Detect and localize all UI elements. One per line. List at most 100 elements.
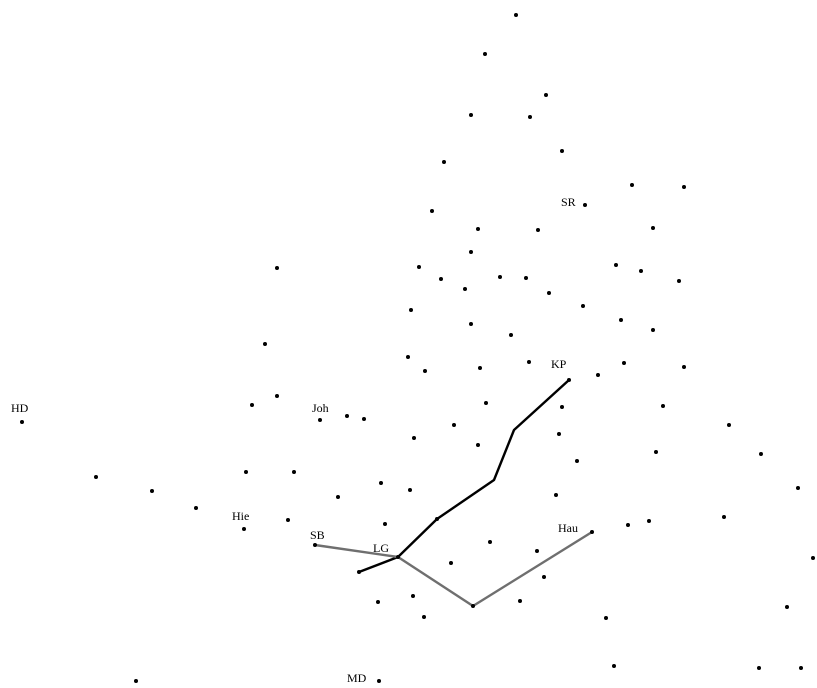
point-dot (435, 517, 439, 521)
point-dot (651, 328, 655, 332)
point-dot (785, 605, 789, 609)
point-dot (292, 470, 296, 474)
point-dot (661, 404, 665, 408)
point-dot (757, 666, 761, 670)
point-dot (408, 488, 412, 492)
point-dot-hd (20, 420, 24, 424)
point-dot (476, 443, 480, 447)
point-dot (544, 93, 548, 97)
point-dot (630, 183, 634, 187)
point-dot (357, 570, 361, 574)
point-dot (811, 556, 815, 560)
point-dot (498, 275, 502, 279)
point-dot (411, 594, 415, 598)
point-dot (150, 489, 154, 493)
point-dot-md (377, 679, 381, 683)
point-dot (604, 616, 608, 620)
point-dot (560, 405, 564, 409)
point-dot (478, 366, 482, 370)
point-dot (275, 394, 279, 398)
point-dot (596, 373, 600, 377)
point-dot (244, 470, 248, 474)
point-dot-hie (242, 527, 246, 531)
point-dot (535, 549, 539, 553)
label-sr: SR (561, 195, 576, 209)
point-dot (463, 287, 467, 291)
point-dot (286, 518, 290, 522)
point-dot (417, 265, 421, 269)
label-sb: SB (310, 528, 325, 542)
point-dot (654, 450, 658, 454)
point-dot (379, 481, 383, 485)
point-dot (336, 495, 340, 499)
point-dot (557, 432, 561, 436)
point-dot (423, 369, 427, 373)
point-dot (483, 52, 487, 56)
point-dot (727, 423, 731, 427)
label-md: MD (347, 671, 367, 685)
point-dot (250, 403, 254, 407)
point-dot (614, 263, 618, 267)
point-dot (581, 304, 585, 308)
point-dot (622, 361, 626, 365)
point-dot (476, 227, 480, 231)
label-hd: HD (11, 401, 29, 415)
point-dot-hau (590, 530, 594, 534)
point-dot (796, 486, 800, 490)
point-dot (682, 185, 686, 189)
point-dot (449, 561, 453, 565)
label-kp: KP (551, 357, 567, 371)
point-dot (647, 519, 651, 523)
point-dot (484, 401, 488, 405)
point-dot (362, 417, 366, 421)
point-dot (469, 322, 473, 326)
point-dot (412, 436, 416, 440)
point-dot (554, 493, 558, 497)
point-dot (722, 515, 726, 519)
point-dot-joh (318, 418, 322, 422)
dots-layer (20, 13, 815, 683)
point-dot (542, 575, 546, 579)
point-dot (509, 333, 513, 337)
point-dot (442, 160, 446, 164)
point-dot (263, 342, 267, 346)
point-dot (612, 664, 616, 668)
labels-layer: HD Joh Hie SB LG Hau KP SR MD (11, 195, 578, 685)
point-dot (528, 115, 532, 119)
label-hau: Hau (558, 521, 578, 535)
point-dot (275, 266, 279, 270)
point-dot (94, 475, 98, 479)
point-dot (626, 523, 630, 527)
point-dot (514, 13, 518, 17)
point-dot (639, 269, 643, 273)
label-hie: Hie (232, 509, 249, 523)
point-dot (439, 277, 443, 281)
point-dot (469, 113, 473, 117)
point-dot (547, 291, 551, 295)
point-dot (409, 308, 413, 312)
point-dot (651, 226, 655, 230)
point-dot (536, 228, 540, 232)
point-dot (376, 600, 380, 604)
point-dot (759, 452, 763, 456)
black-path (357, 378, 571, 574)
point-dot (471, 604, 475, 608)
label-lg: LG (373, 541, 389, 555)
point-dot (452, 423, 456, 427)
point-dot (575, 459, 579, 463)
gray-path (313, 530, 594, 608)
point-dot (430, 209, 434, 213)
point-dot (799, 666, 803, 670)
point-dot (682, 365, 686, 369)
point-dot-lg (396, 555, 400, 559)
point-dot (383, 522, 387, 526)
point-dot-kp (567, 378, 571, 382)
point-dot-sr (583, 203, 587, 207)
point-dot (488, 540, 492, 544)
point-dot (469, 250, 473, 254)
point-dot (422, 615, 426, 619)
point-dot (619, 318, 623, 322)
point-dot (406, 355, 410, 359)
point-dot (345, 414, 349, 418)
